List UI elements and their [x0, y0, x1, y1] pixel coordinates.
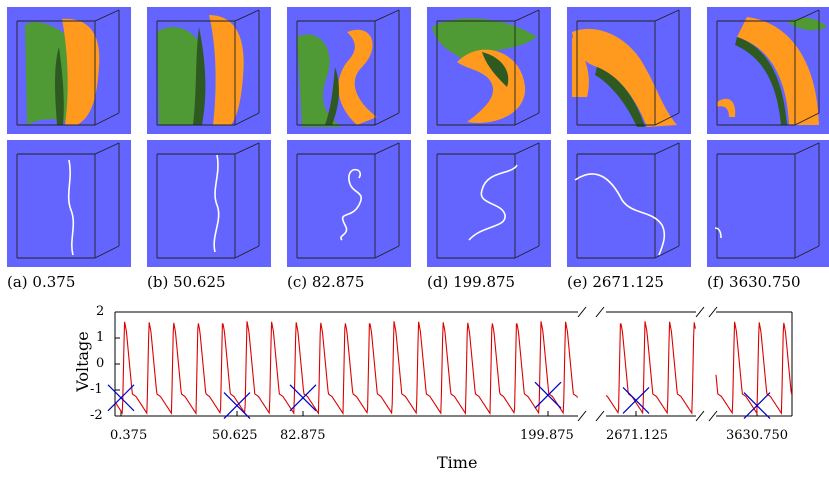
panel-c-filament	[287, 140, 411, 267]
axis-break-mark	[695, 410, 705, 422]
chart-ylabel: Voltage	[72, 331, 92, 392]
time-marker-cross	[534, 381, 562, 409]
caption-d: (d) 199.875	[427, 273, 516, 291]
axis-break-mark	[708, 410, 718, 422]
caption-b: (b) 50.625	[147, 273, 226, 291]
chart-xlabel: Time	[437, 453, 478, 472]
ytick-label-0: 0	[96, 356, 105, 371]
voltage-line-segment-1	[114, 321, 579, 416]
ytick-label-minus2: -2	[90, 408, 103, 423]
axis-break-mark	[577, 410, 587, 422]
xtick-label-0375: 0.375	[110, 428, 148, 443]
marker-group	[107, 381, 771, 420]
ytick-label-1: 1	[96, 330, 105, 345]
xtick-label-199875: 199.875	[520, 428, 574, 443]
xtick-label-3630750: 3630.750	[726, 428, 789, 443]
voltage-line-segment-3	[715, 321, 793, 415]
panel-a-filament	[7, 140, 131, 267]
panel-c-surface	[287, 7, 411, 134]
panel-d-surface	[427, 7, 551, 134]
time-marker-cross	[743, 392, 771, 420]
panel-b-filament	[147, 140, 271, 267]
caption-f: (f) 3630.750	[707, 273, 801, 291]
xtick-label-82875: 82.875	[280, 428, 326, 443]
xtick-label-50625: 50.625	[212, 428, 258, 443]
time-marker-cross	[622, 386, 650, 414]
caption-e: (e) 2671.125	[567, 273, 664, 291]
panel-d-filament	[427, 140, 551, 267]
axis-break-mark	[595, 410, 605, 422]
voltage-trace	[114, 321, 793, 416]
axis-break-mark	[577, 306, 587, 318]
panel-f-filament	[707, 140, 829, 267]
axis-break-mark	[708, 306, 718, 318]
time-marker-cross	[107, 384, 135, 412]
ytick-label-2: 2	[96, 304, 105, 319]
axis-break-mark	[595, 306, 605, 318]
chart-frame	[114, 306, 793, 422]
panel-a-surface	[7, 7, 131, 134]
caption-a: (a) 0.375	[7, 273, 76, 291]
xtick-label-2671125: 2671.125	[606, 428, 669, 443]
panel-b-surface	[147, 7, 271, 134]
time-marker-cross	[289, 384, 317, 412]
panel-e-surface	[567, 7, 691, 134]
panel-f-surface	[707, 7, 829, 134]
axis-break-mark	[695, 306, 705, 318]
caption-c: (c) 82.875	[287, 273, 365, 291]
voltage-line-segment-2	[605, 321, 696, 415]
voltage-chart	[107, 306, 793, 422]
ytick-label-minus1: -1	[90, 382, 103, 397]
panel-e-filament	[567, 140, 691, 267]
time-marker-cross	[223, 392, 251, 420]
